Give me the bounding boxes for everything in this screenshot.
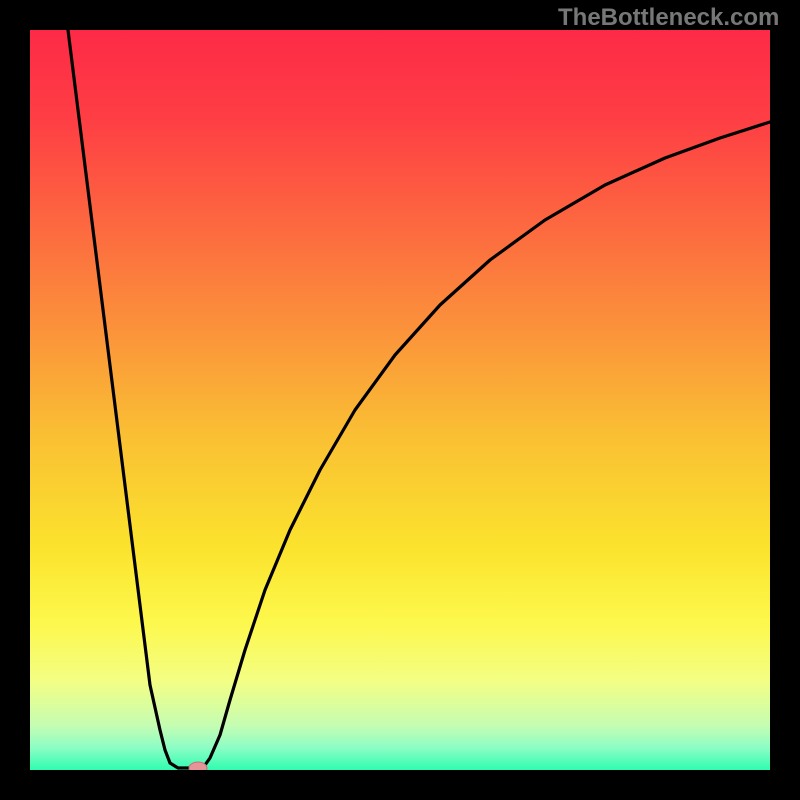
minimum-marker (189, 762, 207, 770)
watermark-label: TheBottleneck.com (558, 4, 779, 32)
bottleneck-curve (68, 30, 770, 768)
plot-area (30, 30, 770, 770)
curve-layer (30, 30, 770, 770)
chart-frame: TheBottleneck.com (0, 0, 800, 800)
